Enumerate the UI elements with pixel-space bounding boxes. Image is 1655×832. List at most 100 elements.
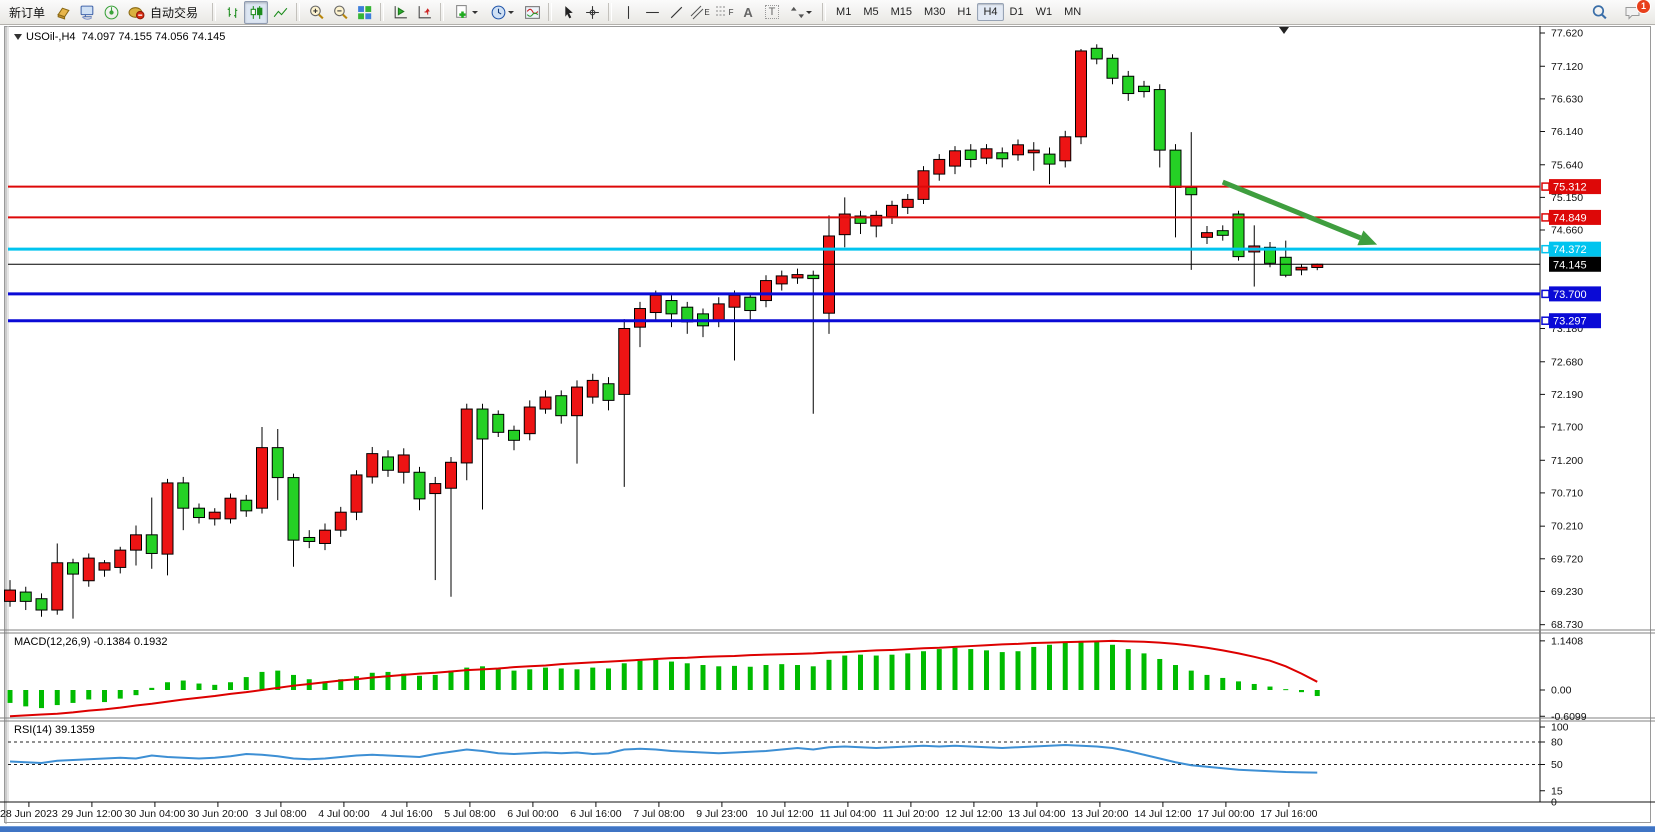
autotrading-icon	[128, 6, 145, 19]
svg-text:-0.6099: -0.6099	[1551, 711, 1587, 723]
text-button[interactable]: A	[736, 1, 760, 24]
svg-text:1.1408: 1.1408	[1551, 635, 1583, 647]
market-depth-icon[interactable]	[51, 1, 75, 24]
svg-text:73.700: 73.700	[1553, 289, 1587, 301]
svg-text:13 Jul 04:00: 13 Jul 04:00	[1008, 808, 1065, 820]
svg-text:70.710: 70.710	[1551, 487, 1583, 499]
svg-text:7 Jul 08:00: 7 Jul 08:00	[633, 808, 685, 820]
svg-text:29 Jun 12:00: 29 Jun 12:00	[62, 808, 123, 820]
svg-text:71.700: 71.700	[1551, 422, 1583, 434]
tile-windows-button[interactable]	[352, 1, 376, 24]
svg-text:50: 50	[1551, 759, 1563, 771]
svg-text:10 Jul 12:00: 10 Jul 12:00	[756, 808, 813, 820]
new-chart-button[interactable]	[448, 1, 484, 24]
toolbar-separator	[548, 3, 553, 21]
horizontal-lines: 75.312 74.849 74.372 74.145 73.700 73.297	[8, 179, 1601, 329]
timeframe-mn[interactable]: MN	[1064, 6, 1082, 18]
periods-button[interactable]	[484, 1, 520, 24]
svg-text:77.120: 77.120	[1551, 61, 1583, 73]
svg-text:4 Jul 00:00: 4 Jul 00:00	[318, 808, 370, 820]
timeframe-m5[interactable]: M5	[863, 6, 879, 18]
chart-shift-button[interactable]	[412, 1, 436, 24]
svg-text:28 Jun 2023: 28 Jun 2023	[0, 808, 58, 820]
trendline-icon	[670, 6, 682, 18]
svg-text:74.372: 74.372	[1553, 244, 1587, 256]
timeframe-m30[interactable]: M30	[924, 6, 946, 18]
svg-text:15: 15	[1551, 785, 1563, 797]
timeframe-h4[interactable]: H4	[977, 3, 1004, 21]
symbol-title: USOil-,H4 74.097 74.155 74.056 74.145	[14, 31, 225, 43]
indicators-button[interactable]	[520, 1, 544, 24]
metaeditor-button[interactable]	[75, 1, 99, 24]
rsi-panel: 1008050150	[8, 722, 1569, 809]
zoom-out-icon	[333, 5, 348, 19]
svg-text:6 Jul 00:00: 6 Jul 00:00	[507, 808, 559, 820]
timeframe-m1[interactable]: M1	[836, 6, 852, 18]
timeframe-w1[interactable]: W1	[1035, 6, 1053, 18]
svg-text:77.620: 77.620	[1551, 27, 1583, 39]
svg-text:68.730: 68.730	[1551, 619, 1583, 631]
svg-text:80: 80	[1551, 737, 1563, 749]
search-button[interactable]	[1587, 1, 1611, 24]
arrows-button[interactable]	[784, 1, 818, 24]
candlestick-chart-button[interactable]	[244, 0, 269, 24]
fibonacci-letter: F	[728, 7, 734, 17]
svg-text:13 Jul 20:00: 13 Jul 20:00	[1071, 808, 1128, 820]
panel-separators	[0, 629, 1655, 722]
crosshair-icon	[585, 5, 599, 19]
candlestick-icon	[250, 5, 262, 19]
trendline-button[interactable]	[664, 1, 688, 24]
zoom-in-icon	[309, 5, 324, 19]
channel-icon	[691, 5, 704, 20]
timeframe-h1[interactable]: H1	[957, 6, 972, 18]
indicators-icon	[524, 5, 540, 19]
price-axis: 77.620 77.120 76.630 76.140 75.640 75.150 74.6…	[1540, 27, 1583, 631]
notifications-button[interactable]: 1	[1621, 0, 1651, 24]
timeframe-d1[interactable]: D1	[1009, 6, 1024, 18]
svg-text:76.630: 76.630	[1551, 93, 1583, 105]
chart-dropdown-arrow[interactable]	[1279, 27, 1289, 34]
zoom-out-button[interactable]	[328, 1, 352, 24]
clock-icon	[491, 5, 505, 19]
zoom-in-button[interactable]	[304, 1, 328, 24]
line-chart-button[interactable]	[268, 1, 292, 24]
svg-text:73.297: 73.297	[1553, 316, 1587, 328]
bar-chart-button[interactable]	[220, 1, 244, 24]
horizontal-line-icon	[645, 11, 659, 13]
chart-window[interactable]	[4, 26, 1651, 823]
svg-text:74.145: 74.145	[1553, 259, 1587, 271]
svg-text:74.660: 74.660	[1551, 224, 1583, 236]
fibonacci-button[interactable]: F	[712, 1, 736, 24]
svg-text:4 Jul 16:00: 4 Jul 16:00	[381, 808, 433, 820]
crosshair-button[interactable]	[580, 1, 604, 24]
equidistant-channel-button[interactable]: E	[688, 1, 712, 24]
macd-label: MACD(12,26,9) -0.1384 0.1932	[14, 636, 168, 648]
svg-text:75.640: 75.640	[1551, 159, 1583, 171]
cursor-button[interactable]	[556, 1, 580, 24]
auto-scroll-button[interactable]	[388, 1, 412, 24]
cursor-icon	[564, 5, 573, 18]
svg-text:76.140: 76.140	[1551, 126, 1583, 138]
toolbar-separator	[212, 3, 217, 21]
toolbar-separator	[608, 3, 613, 21]
svg-text:11 Jul 20:00: 11 Jul 20:00	[883, 808, 940, 820]
autotrading-label: 自动交易	[150, 5, 199, 20]
symbol-dropdown-icon[interactable]	[14, 34, 22, 41]
new-chart-icon	[455, 4, 467, 18]
vertical-line-button[interactable]	[616, 1, 640, 24]
chart-shift-icon	[418, 5, 431, 18]
text-label-button[interactable]: T	[760, 1, 784, 24]
signals-button[interactable]	[99, 1, 123, 24]
svg-text:75.312: 75.312	[1553, 182, 1587, 194]
main-toolbar: 新订单	[0, 0, 1655, 25]
candles-layer	[4, 44, 1324, 619]
svg-text:75.150: 75.150	[1551, 192, 1583, 204]
horizontal-line-button[interactable]	[640, 1, 664, 24]
signal-icon	[104, 5, 118, 19]
timeframe-m15[interactable]: M15	[890, 6, 912, 18]
svg-text:100: 100	[1551, 722, 1569, 734]
new-order-button[interactable]: 新订单	[9, 5, 46, 20]
svg-text:69.230: 69.230	[1551, 586, 1583, 598]
autotrading-button[interactable]: 自动交易	[123, 1, 208, 24]
